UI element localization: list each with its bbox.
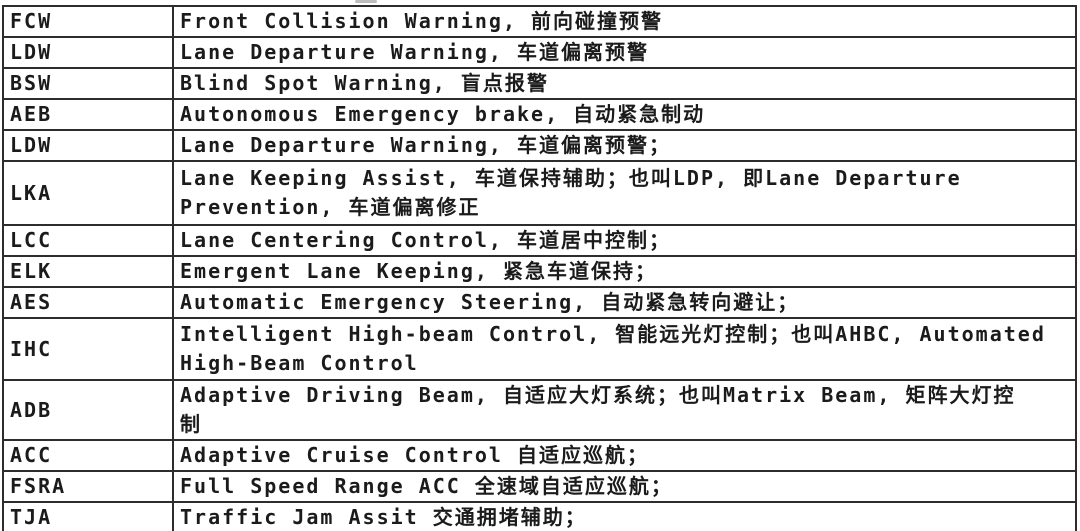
table-row: LCC Lane Centering Control, 车道居中控制； (2, 224, 1077, 257)
adas-abbreviation-table: FCW Front Collision Warning, 前向碰撞预警 LDW Lan… (2, 5, 1077, 531)
abbreviation-cell: LDW (2, 129, 174, 162)
abbreviation-cell: BSW (2, 67, 174, 100)
abbreviation-cell: FCW (2, 5, 174, 38)
description-cell: Lane Centering Control, 车道居中控制； (172, 224, 1077, 257)
abbreviation-cell: IHC (2, 317, 174, 381)
description-cell: Adaptive Driving Beam, 自适应大灯系统；也叫Matrix … (172, 379, 1077, 441)
description-cell: Automatic Emergency Steering, 自动紧急转向避让； (172, 286, 1077, 319)
description-cell: Intelligent High-beam Control, 智能远光灯控制；也… (172, 317, 1077, 381)
table-row: LKA Lane Keeping Assist, 车道保持辅助；也叫LDP, 即L… (2, 160, 1077, 226)
table-row: TJA Traffic Jam Assit 交通拥堵辅助； (2, 501, 1077, 531)
abbreviation-cell: LKA (2, 160, 174, 226)
abbreviation-cell: TJA (2, 501, 174, 531)
table-row: FCW Front Collision Warning, 前向碰撞预警 (2, 5, 1077, 38)
description-cell: Emergent Lane Keeping, 紧急车道保持； (172, 255, 1077, 288)
abbreviation-cell: AEB (2, 98, 174, 131)
abbreviation-cell: FSRA (2, 470, 174, 503)
table-row: ELK Emergent Lane Keeping, 紧急车道保持； (2, 255, 1077, 288)
abbreviation-cell: ACC (2, 439, 174, 472)
table-row: LDW Lane Departure Warning, 车道偏离预警； (2, 129, 1077, 162)
abbreviation-cell: AES (2, 286, 174, 319)
table-row: AEB Autonomous Emergency brake, 自动紧急制动 (2, 98, 1077, 131)
table-row: ADB Adaptive Driving Beam, 自适应大灯系统；也叫Matr… (2, 379, 1077, 441)
table-row: ACC Adaptive Cruise Control 自适应巡航； (2, 439, 1077, 472)
table-row: AES Automatic Emergency Steering, 自动紧急转向避… (2, 286, 1077, 319)
table-row: BSW Blind Spot Warning, 盲点报警 (2, 67, 1077, 100)
abbreviation-cell: ELK (2, 255, 174, 288)
table-row: FSRA Full Speed Range ACC 全速域自适应巡航； (2, 470, 1077, 503)
description-cell: Traffic Jam Assit 交通拥堵辅助； (172, 501, 1077, 531)
glossary-table-container: FCW Front Collision Warning, 前向碰撞预警 LDW Lan… (2, 5, 1077, 531)
table-row: LDW Lane Departure Warning, 车道偏离预警 (2, 36, 1077, 69)
description-cell: Adaptive Cruise Control 自适应巡航； (172, 439, 1077, 472)
description-cell: Autonomous Emergency brake, 自动紧急制动 (172, 98, 1077, 131)
description-cell: Lane Keeping Assist, 车道保持辅助；也叫LDP, 即Lane… (172, 160, 1077, 226)
description-cell: Full Speed Range ACC 全速域自适应巡航； (172, 470, 1077, 503)
description-cell: Lane Departure Warning, 车道偏离预警 (172, 36, 1077, 69)
abbreviation-cell: LCC (2, 224, 174, 257)
abbreviation-cell: ADB (2, 379, 174, 441)
description-cell: Front Collision Warning, 前向碰撞预警 (172, 5, 1077, 38)
description-cell: Lane Departure Warning, 车道偏离预警； (172, 129, 1077, 162)
scan-artifact-mark (355, 0, 377, 3)
table-row: IHC Intelligent High-beam Control, 智能远光灯控… (2, 317, 1077, 381)
abbreviation-cell: LDW (2, 36, 174, 69)
description-cell: Blind Spot Warning, 盲点报警 (172, 67, 1077, 100)
table-body: FCW Front Collision Warning, 前向碰撞预警 LDW Lan… (2, 5, 1077, 531)
